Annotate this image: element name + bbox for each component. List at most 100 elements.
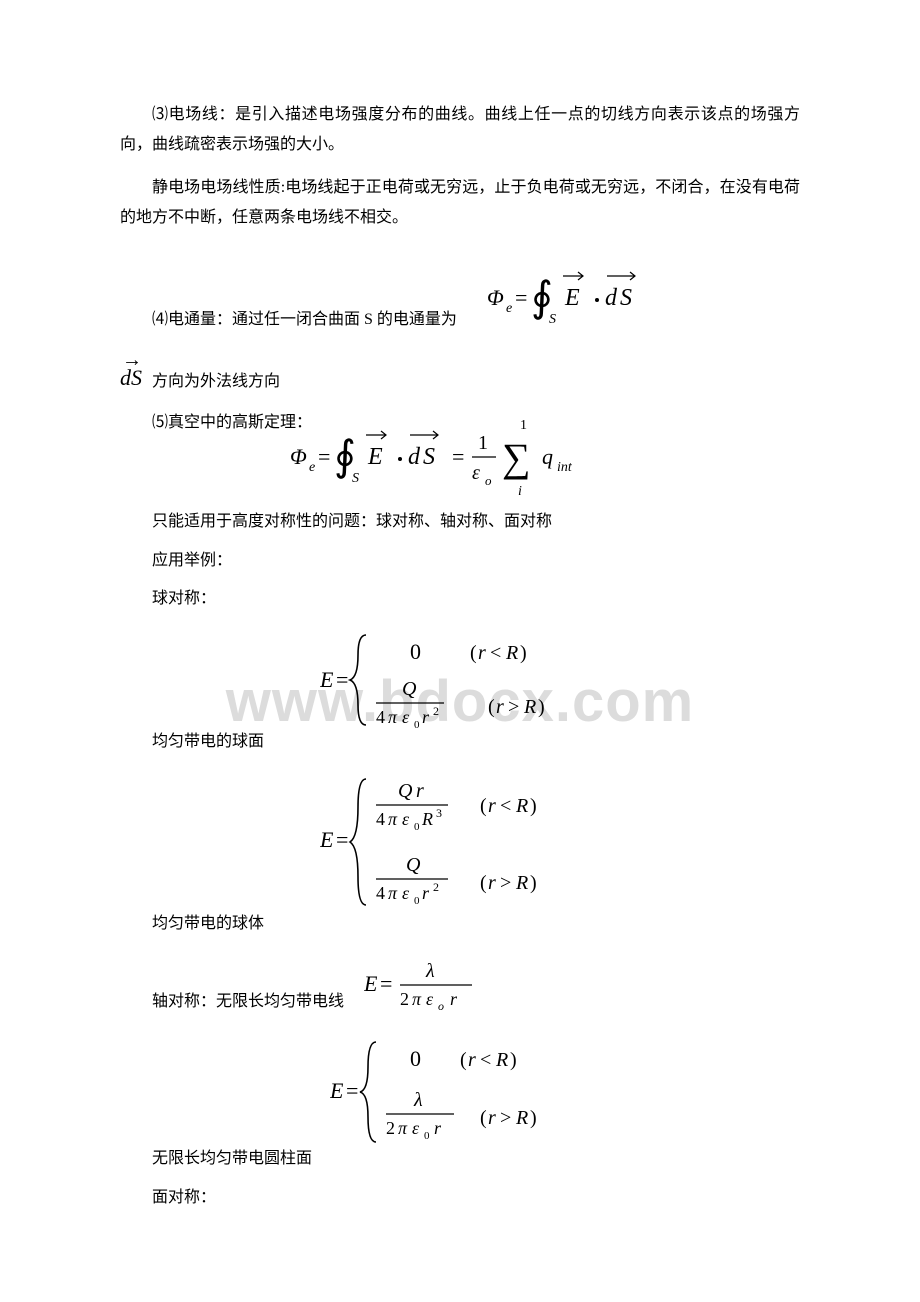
svg-text:1: 1 (478, 432, 488, 454)
document-content: ⑶电场线：是引入描述电场强度分布的曲线。曲线上任一点的切线方向表示该点的场强方向… (120, 100, 800, 1213)
svg-text:π: π (412, 989, 422, 1009)
svg-text:=: = (346, 1078, 358, 1103)
sphere-symmetry-heading: 球对称： (120, 584, 800, 614)
svg-text:ε: ε (426, 989, 434, 1009)
svg-text:): ) (510, 1049, 517, 1071)
flux-definition-row: ⑷电通量：通过任一闭合曲面 S 的电通量为 Φ e = ∮ S E d S (120, 260, 800, 335)
svg-text:E: E (320, 827, 334, 852)
gauss-label: ⑸真空中的高斯定理： (120, 409, 312, 438)
flux-formula: Φ e = ∮ S E d S (487, 260, 657, 335)
svg-text:E: E (320, 667, 334, 692)
svg-text:ε: ε (412, 1118, 420, 1138)
axial-label: 轴对称：无限长均匀带电线 (120, 988, 344, 1017)
svg-text:=: = (318, 444, 330, 469)
dS-direction-note: 方向为外法线方向 (152, 367, 280, 391)
svg-text:2: 2 (433, 880, 439, 894)
svg-text:0: 0 (414, 719, 420, 731)
svg-text:Q: Q (398, 780, 413, 802)
sphere-body-formula: E = Q r 4 π ε 0 R 3 ( r < R ) Q (320, 767, 600, 917)
svg-text:ε: ε (402, 883, 410, 903)
svg-text:<: < (490, 642, 501, 664)
svg-text:Φ: Φ (487, 285, 504, 310)
paragraph-static-field: 静电场电场线性质:电场线起于正电荷或无穷远，止于负电荷或无穷远，不闭合，在没有电… (120, 173, 800, 234)
svg-text:E: E (364, 971, 378, 996)
svg-text:0: 0 (414, 821, 420, 833)
svg-text:Q: Q (402, 678, 417, 700)
svg-text:3: 3 (436, 806, 442, 820)
svg-text:2: 2 (433, 704, 439, 718)
svg-text:4: 4 (376, 809, 385, 829)
svg-text:0: 0 (424, 1130, 430, 1142)
svg-text:E: E (564, 285, 580, 311)
svg-text:4: 4 (376, 707, 385, 727)
sphere-body-block: E = Q r 4 π ε 0 R 3 ( r < R ) Q (120, 767, 800, 917)
svg-text:): ) (530, 1107, 537, 1129)
svg-text:=: = (336, 667, 348, 692)
svg-text:r: r (468, 1049, 476, 1071)
dS-vector-symbol: →dS (120, 351, 142, 391)
svg-text:e: e (506, 301, 512, 316)
line-charge-row: 轴对称：无限长均匀带电线 E = λ 2 π ε o r (120, 955, 800, 1016)
sphere-surface-block: E = 0 ( r < R ) Q 4 π ε 0 r 2 ( (120, 625, 800, 735)
svg-text:r: r (450, 989, 458, 1009)
svg-text:S: S (549, 312, 556, 327)
svg-text:∑: ∑ (502, 435, 531, 480)
svg-text:>: > (500, 1107, 511, 1129)
svg-text:S: S (423, 444, 435, 470)
svg-text:<: < (500, 795, 511, 817)
flux-label: ⑷电通量：通过任一闭合曲面 S 的电通量为 (120, 306, 457, 335)
svg-text:(: ( (470, 642, 477, 664)
svg-text:(: ( (488, 696, 495, 718)
svg-text:): ) (530, 795, 537, 817)
svg-text:Φ: Φ (290, 444, 307, 469)
svg-text:int: int (557, 460, 573, 475)
svg-text:(: ( (460, 1049, 467, 1071)
svg-text:0: 0 (410, 1046, 421, 1071)
svg-text:q: q (542, 444, 553, 469)
svg-text:=: = (380, 971, 392, 996)
svg-text:R: R (421, 809, 433, 829)
svg-text:R: R (495, 1049, 508, 1071)
svg-text:S: S (620, 285, 632, 311)
svg-text:ε: ε (402, 707, 410, 727)
svg-text:ε: ε (472, 462, 480, 484)
svg-text:>: > (500, 872, 511, 894)
svg-text:r: r (416, 780, 424, 802)
svg-text:): ) (530, 872, 537, 894)
svg-text:o: o (485, 473, 492, 488)
svg-text:r: r (488, 1107, 496, 1129)
svg-text:r: r (478, 642, 486, 664)
gauss-note-1: 只能适用于高度对称性的问题：球对称、轴对称、面对称 (120, 507, 800, 537)
svg-text:S: S (352, 471, 359, 486)
svg-text:1: 1 (520, 418, 527, 433)
svg-text:λ: λ (425, 960, 435, 982)
svg-text:E: E (330, 1078, 344, 1103)
svg-text:e: e (309, 460, 315, 475)
svg-text:4: 4 (376, 883, 385, 903)
svg-text:R: R (523, 696, 536, 718)
svg-text:=: = (515, 285, 527, 310)
dS-direction-row: →dS 方向为外法线方向 (120, 351, 800, 391)
svg-text:(: ( (480, 1107, 487, 1129)
svg-text:π: π (388, 707, 398, 727)
svg-text:r: r (434, 1118, 442, 1138)
svg-text:<: < (480, 1049, 491, 1071)
paragraph-field-lines: ⑶电场线：是引入描述电场强度分布的曲线。曲线上任一点的切线方向表示该点的场强方向… (120, 100, 800, 161)
svg-text:d: d (605, 285, 618, 311)
svg-text:>: > (508, 696, 519, 718)
svg-text:Q: Q (406, 854, 421, 876)
svg-text:i: i (518, 484, 522, 499)
svg-text:r: r (488, 872, 496, 894)
svg-text:R: R (515, 1107, 528, 1129)
svg-text:R: R (515, 872, 528, 894)
svg-text:d: d (408, 444, 421, 470)
svg-text:r: r (488, 795, 496, 817)
svg-text:E: E (367, 444, 383, 470)
svg-text:2: 2 (386, 1118, 395, 1138)
sphere-surface-formula: E = 0 ( r < R ) Q 4 π ε 0 r 2 ( (320, 625, 600, 735)
svg-text:=: = (452, 444, 464, 469)
svg-text:r: r (422, 883, 430, 903)
svg-text:r: r (496, 696, 504, 718)
svg-text:ε: ε (402, 809, 410, 829)
cylinder-formula: E = 0 ( r < R ) λ 2 π ε 0 r ( r > (330, 1032, 590, 1152)
